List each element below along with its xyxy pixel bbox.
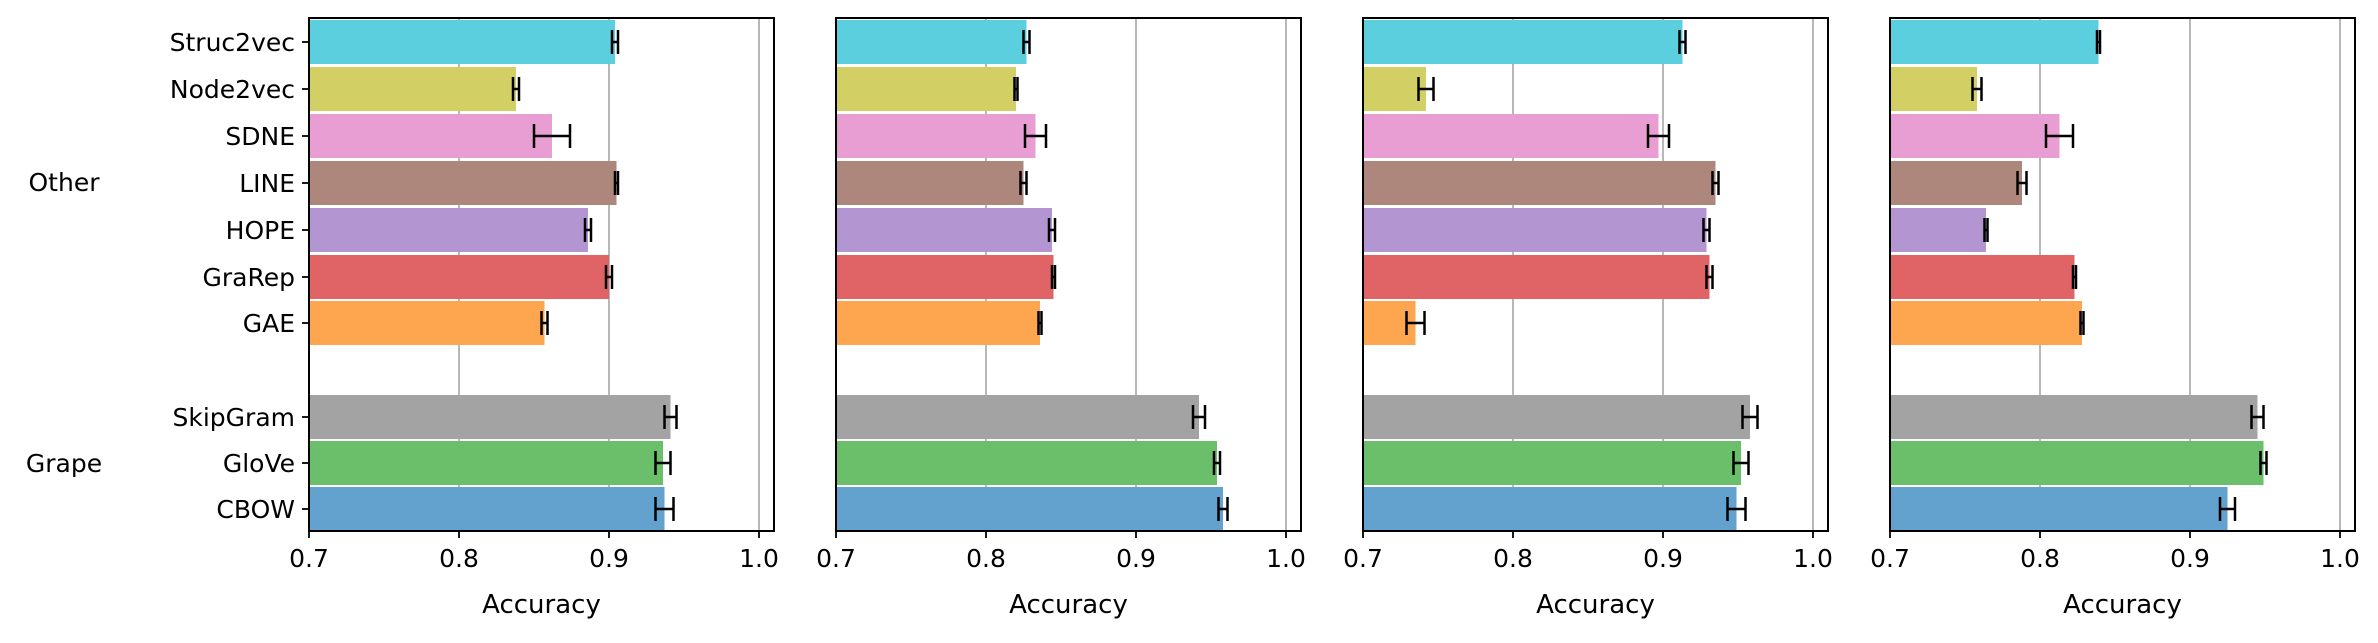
bar (309, 487, 665, 531)
bar (836, 20, 1027, 64)
chart-panel-1: 0.7 0.8 0.9 1.0 Accuracy (289, 17, 779, 620)
category-label: SkipGram (173, 403, 296, 432)
x-tick-label: 0.7 (1870, 544, 1910, 573)
bar (836, 67, 1016, 111)
bar (1890, 441, 2264, 485)
x-axis-label: Accuracy (2063, 590, 2182, 620)
x-tick-label: 0.7 (1343, 544, 1383, 573)
bar (836, 441, 1217, 485)
bar (836, 208, 1052, 252)
category-label: HOPE (226, 216, 295, 245)
bar (1890, 114, 2060, 158)
axes-frame (1362, 17, 1829, 532)
category-label: GAE (243, 309, 295, 338)
axes-frame (1889, 17, 2356, 532)
bar (836, 161, 1024, 205)
bar (309, 67, 516, 111)
x-tick-label: 1.0 (2320, 544, 2360, 573)
bar (1363, 67, 1426, 111)
bar (309, 161, 617, 205)
x-tick-label: 0.7 (289, 544, 329, 573)
bar (1890, 395, 2258, 439)
x-tick-label: 1.0 (739, 544, 779, 573)
bar (309, 301, 545, 345)
bar (309, 208, 588, 252)
bar (309, 441, 663, 485)
bar (1890, 301, 2082, 345)
x-tick-label: 0.9 (1643, 544, 1683, 573)
bar (836, 487, 1223, 531)
axes-frame (308, 17, 775, 532)
category-label: LINE (239, 169, 295, 198)
bar (836, 255, 1054, 299)
bar (1890, 208, 1986, 252)
x-tick-label: 0.9 (589, 544, 629, 573)
bar (1890, 67, 1977, 111)
category-label: SDNE (225, 122, 295, 151)
x-tick-label: 0.7 (816, 544, 856, 573)
bar (309, 255, 609, 299)
bar (1363, 20, 1683, 64)
bar (1363, 114, 1659, 158)
bar (309, 114, 552, 158)
x-axis-label: Accuracy (482, 590, 601, 620)
bar (1890, 161, 2022, 205)
bar (309, 395, 671, 439)
x-axis-label: Accuracy (1009, 590, 1128, 620)
x-tick-label: 0.8 (2020, 544, 2060, 573)
chart-panel-2: 0.7 0.8 0.9 1.0 Accuracy (816, 17, 1306, 620)
group-label: Grape (26, 449, 102, 478)
bar (1890, 20, 2099, 64)
category-label: GraRep (203, 263, 295, 292)
bar (836, 114, 1036, 158)
group-label: Other (29, 168, 101, 197)
x-tick-label: 0.8 (439, 544, 479, 573)
bar (1363, 208, 1707, 252)
bar (1363, 487, 1737, 531)
chart-panel-4: 0.7 0.8 0.9 1.0 Accuracy (1870, 17, 2360, 620)
category-label: Node2vec (170, 75, 295, 104)
bar (309, 20, 615, 64)
bar (1363, 255, 1710, 299)
bar (1890, 487, 2228, 531)
x-tick-label: 0.8 (1493, 544, 1533, 573)
bar (836, 395, 1199, 439)
bar (1363, 161, 1716, 205)
axes-frame (835, 17, 1302, 532)
x-tick-label: 0.9 (2170, 544, 2210, 573)
bar (1363, 441, 1741, 485)
x-tick-label: 1.0 (1793, 544, 1833, 573)
chart-panel-3: 0.7 0.8 0.9 1.0 Accuracy (1343, 17, 1833, 620)
category-label: CBOW (216, 495, 295, 524)
x-tick-label: 0.8 (966, 544, 1006, 573)
category-label: GloVe (223, 449, 295, 478)
x-axis-label: Accuracy (1536, 590, 1655, 620)
bar (1363, 395, 1750, 439)
category-label: Struc2vec (170, 28, 295, 57)
x-tick-label: 0.9 (1116, 544, 1156, 573)
x-tick-label: 1.0 (1266, 544, 1306, 573)
bar (1890, 255, 2075, 299)
bar (836, 301, 1040, 345)
